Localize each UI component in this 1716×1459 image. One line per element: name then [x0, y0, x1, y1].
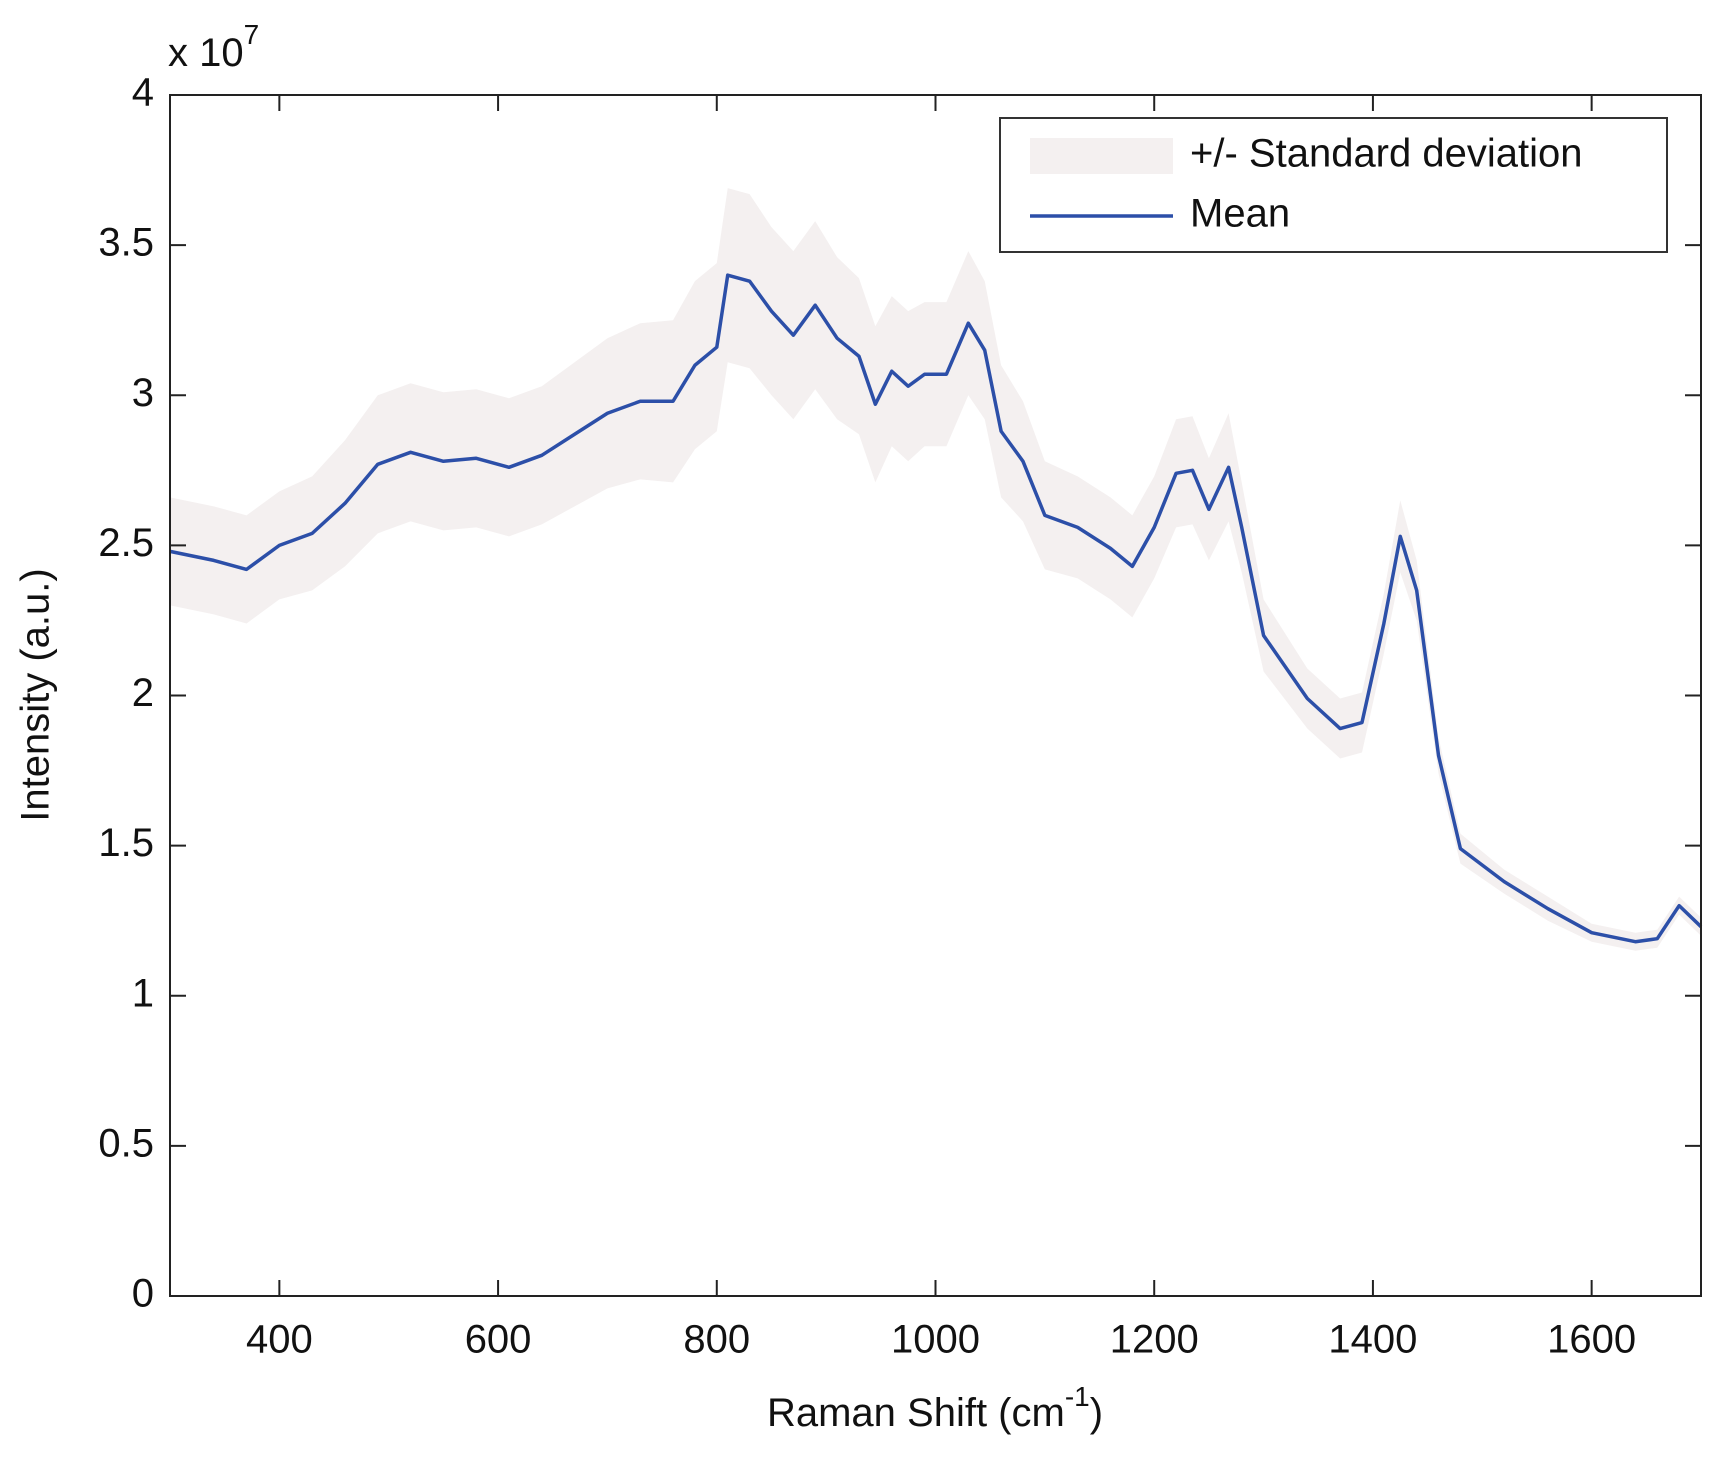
legend-label: +/- Standard deviation [1190, 132, 1582, 176]
y-multiplier: x 107 [168, 19, 259, 74]
y-tick-label: 2 [132, 671, 154, 715]
y-tick-label: 2.5 [98, 521, 154, 565]
x-tick-label: 1000 [891, 1318, 980, 1362]
y-tick-label: 1 [132, 971, 154, 1015]
y-tick-label: 3.5 [98, 221, 154, 265]
plot-area [169, 188, 1703, 951]
x-label-tail: ) [1090, 1391, 1103, 1435]
multiplier-exponent: 7 [244, 19, 260, 50]
y-axis-label: Intensity (a.u.) [14, 568, 58, 821]
x-tick-label: 1400 [1328, 1318, 1417, 1362]
legend-swatch [1030, 138, 1173, 174]
std-band [170, 188, 1701, 951]
y-tick-label: 4 [132, 71, 154, 115]
x-tick-label: 1600 [1547, 1318, 1636, 1362]
y-tick-label: 0 [132, 1272, 154, 1316]
axes-box [169, 94, 1702, 1297]
multiplier-base: x 10 [168, 31, 244, 75]
y-tick-label: 1.5 [98, 821, 154, 865]
x-label-main: Raman Shift (cm [767, 1391, 1065, 1435]
x-label-sup: -1 [1065, 1381, 1090, 1412]
x-tick-label: 800 [683, 1318, 750, 1362]
legend: +/- Standard deviation Mean [999, 117, 1668, 253]
y-tick-label: 0.5 [98, 1121, 154, 1165]
mean-line [169, 273, 1703, 944]
x-tick-label: 1200 [1110, 1318, 1199, 1362]
legend-label: Mean [1190, 192, 1290, 236]
x-tick-label: 400 [246, 1318, 313, 1362]
y-tick-label: 3 [132, 371, 154, 415]
x-axis-label: Raman Shift (cm-1) [767, 1381, 1103, 1434]
x-tick-label: 600 [465, 1318, 532, 1362]
